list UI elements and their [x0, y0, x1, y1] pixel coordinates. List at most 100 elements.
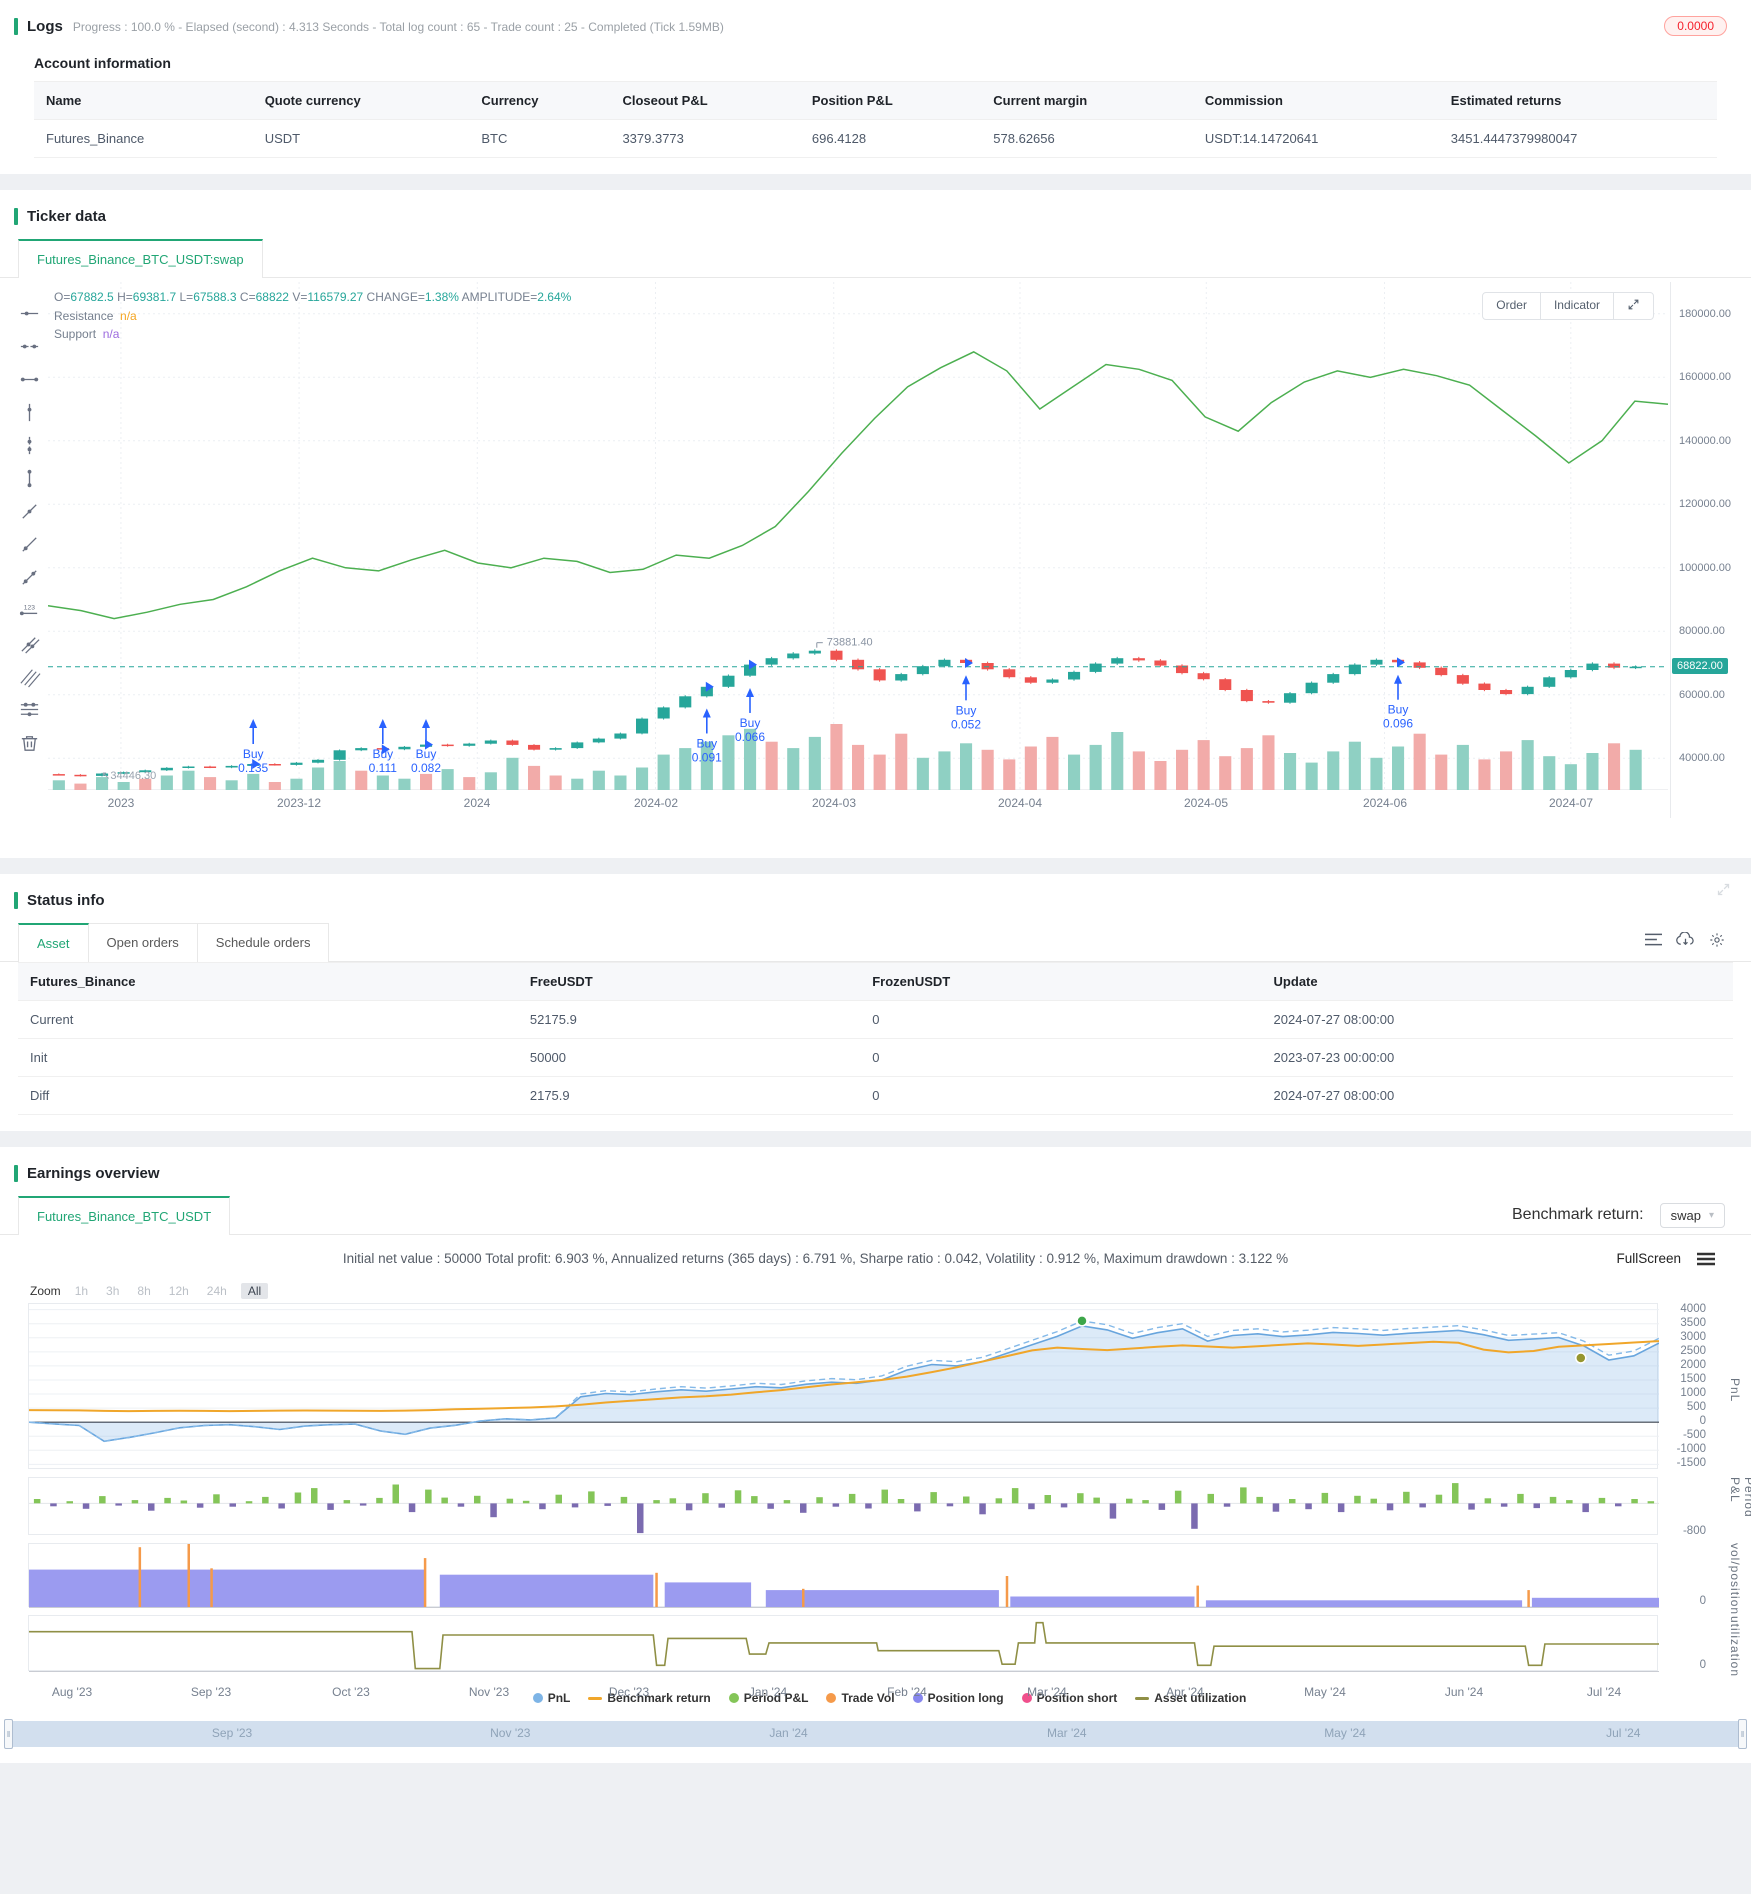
zoom-3h-button[interactable]: 3h: [106, 1284, 120, 1298]
tab-asset[interactable]: Asset: [18, 923, 89, 962]
account-col-header: Commission: [1192, 81, 1439, 120]
cloud-download-icon[interactable]: [1676, 931, 1695, 952]
tool-price-channel-icon[interactable]: [16, 663, 42, 689]
pnl-y-tick: -500: [1682, 1429, 1706, 1441]
ohlc-item: V=116579.27: [292, 290, 364, 304]
svg-text:0.082: 0.082: [411, 761, 441, 775]
legend-period-p-l[interactable]: Period P&L: [728, 1691, 808, 1705]
tool-horizontal-line-icon[interactable]: [16, 366, 42, 392]
zoom-12h-button[interactable]: 12h: [168, 1284, 189, 1298]
kline-y-axis: 180000.00 160000.00 140000.00 120000.00 1000…: [1670, 282, 1750, 818]
indicator-button[interactable]: Indicator: [1539, 293, 1613, 319]
benchmark-select[interactable]: swap ▾: [1659, 1202, 1725, 1228]
legend-trade-vol[interactable]: Trade Vol: [826, 1691, 895, 1705]
tool-horizontal-segment-icon[interactable]: [16, 333, 42, 359]
period-y-tick: -800: [1682, 1525, 1706, 1537]
status-table: Futures_Binance FreeUSDT FrozenUSDT Update …: [18, 962, 1733, 1115]
period-panel[interactable]: -800 Period P&L: [28, 1477, 1751, 1543]
status-row: Init 50000 0 2023-07-23 00:00:00: [18, 1038, 1733, 1077]
tab-ticker-symbol[interactable]: Futures_Binance_BTC_USDT:swap: [18, 239, 263, 278]
kline-x-tick: 2024-02: [633, 796, 679, 810]
tool-parallel-lines-icon[interactable]: [16, 630, 42, 656]
zoom-label: Zoom: [30, 1284, 61, 1298]
kline-chart[interactable]: 123 73881.40 ↖34446.30 Buy 0.135 Buy 0.111 Buy…: [0, 282, 1751, 842]
pnl-y-tick: 4000: [1680, 1303, 1706, 1315]
status-free-cell: 2175.9: [517, 1076, 861, 1115]
tool-horizontal-ray-icon[interactable]: [16, 300, 42, 326]
status-row: Diff 2175.9 0 2024-07-27 08:00:00: [18, 1076, 1733, 1115]
kline-canvas[interactable]: 73881.40↖34446.30Buy0.135Buy0.111Buy0.08…: [47, 282, 1669, 791]
fullscreen-button[interactable]: FullScreen: [1616, 1251, 1681, 1266]
status-title: Status info: [27, 892, 105, 909]
backtest-dashboard: Logs Progress : 100.0 % - Elapsed (secon…: [0, 0, 1751, 1763]
legend-pnl[interactable]: PnL: [532, 1691, 570, 1705]
logs-title: Logs: [27, 18, 63, 35]
svg-text:0.096: 0.096: [1383, 717, 1413, 731]
range-navigator[interactable]: Sep '23 Nov '23 Jan '24 Mar '24 May '24 Jul '…: [4, 1719, 1747, 1749]
support-readout: Support n/a: [54, 327, 120, 341]
earnings-x-axis: PnL Benchmark return Period P&L Trade Vo…: [28, 1683, 1751, 1707]
status-update-cell: 2023-07-23 00:00:00: [1261, 1038, 1733, 1077]
kline-x-tick: 2024-07: [1548, 796, 1594, 810]
svg-text:123: 123: [23, 604, 34, 611]
tool-ray-icon[interactable]: [16, 498, 42, 524]
legend-position-short[interactable]: Position short: [1021, 1691, 1117, 1705]
tool-remove-icon[interactable]: [16, 729, 42, 755]
earnings-x-tick: Jun '24: [1444, 1685, 1484, 1699]
util-panel[interactable]: 0 utilization: [28, 1615, 1751, 1679]
kline-x-tick: 2023-12: [276, 796, 322, 810]
legend-benchmark-return[interactable]: Benchmark return: [588, 1691, 711, 1705]
tab-open-orders[interactable]: Open orders: [88, 923, 198, 962]
pnl-y-tick: 3500: [1680, 1317, 1706, 1329]
tool-price-line-icon[interactable]: 123: [16, 597, 42, 623]
account-col-header: Current margin: [981, 81, 1193, 120]
ohlc-item: O=67882.5: [54, 290, 114, 304]
zoom-24h-button[interactable]: 24h: [206, 1284, 227, 1298]
navigator-label: Mar '24: [1046, 1726, 1087, 1740]
pnl-panel[interactable]: 4000 3500 3000 2500 2000 1500 1000 500 0 -500 -100…: [28, 1303, 1751, 1477]
svg-text:Buy: Buy: [416, 747, 437, 761]
order-button[interactable]: Order: [1496, 298, 1527, 312]
account-cell: USDT:14.14720641: [1192, 119, 1439, 158]
tool-vertical-ray-icon[interactable]: [16, 399, 42, 425]
tool-line-icon[interactable]: [16, 564, 42, 590]
navigator-right-handle[interactable]: ‖: [1738, 1719, 1747, 1749]
account-cell: Futures_Binance: [34, 119, 253, 158]
ohlc-item: L=67588.3: [179, 290, 237, 304]
legend-position-long[interactable]: Position long: [912, 1691, 1004, 1705]
tool-vertical-segment-icon[interactable]: [16, 432, 42, 458]
zoom-1h-button[interactable]: 1h: [74, 1284, 89, 1298]
account-cell: 578.62656: [981, 119, 1193, 158]
legend-asset-utilization[interactable]: Asset utilization: [1135, 1691, 1246, 1705]
logs-count-badge[interactable]: 0.0000: [1664, 16, 1727, 36]
navigator-label: Nov '23: [490, 1726, 531, 1740]
gear-icon[interactable]: [1709, 932, 1725, 953]
benchmark-return-label: Benchmark return:: [1512, 1206, 1644, 1223]
collapse-section-icon[interactable]: [1716, 882, 1731, 902]
ohlc-item: CHANGE=1.38%: [366, 290, 459, 304]
tool-horizontal-channel-icon[interactable]: [16, 696, 42, 722]
volpos-panel[interactable]: 0 vol/position: [28, 1543, 1751, 1615]
tab-schedule-orders[interactable]: Schedule orders: [197, 923, 330, 962]
svg-text:↖34446.30: ↖34446.30: [101, 770, 156, 782]
zoom-8h-button[interactable]: 8h: [137, 1284, 151, 1298]
tab-earnings-symbol[interactable]: Futures_Binance_BTC_USDT: [18, 1196, 231, 1235]
kline-plot-area[interactable]: 73881.40 ↖34446.30 Buy 0.135 Buy 0.111 Buy 0.08…: [47, 282, 1669, 818]
status-section: Status info Asset Open orders Schedule ord…: [0, 874, 1751, 1131]
status-update-cell: 2024-07-27 08:00:00: [1261, 1076, 1733, 1115]
status-row: Current 52175.9 0 2024-07-27 08:00:00: [18, 1000, 1733, 1039]
list-settings-icon[interactable]: [1645, 932, 1662, 952]
zoom-all-button[interactable]: All: [240, 1283, 269, 1299]
drawing-toolbar: 123: [10, 300, 48, 755]
account-cell: USDT: [252, 119, 470, 158]
status-frozen-cell: 0: [860, 1076, 1262, 1115]
tool-segment-icon[interactable]: [16, 531, 42, 557]
chart-menu-icon[interactable]: [1697, 1252, 1715, 1271]
status-row-name: Diff: [18, 1076, 518, 1115]
status-row-name[interactable]: Current: [18, 1000, 518, 1039]
tool-vertical-line-icon[interactable]: [16, 465, 42, 491]
navigator-left-handle[interactable]: ‖: [4, 1719, 13, 1749]
svg-text:0.135: 0.135: [238, 761, 268, 775]
chart-legend: PnL Benchmark return Period P&L Trade Vo…: [28, 1691, 1751, 1705]
expand-chart-icon[interactable]: [1613, 293, 1653, 319]
